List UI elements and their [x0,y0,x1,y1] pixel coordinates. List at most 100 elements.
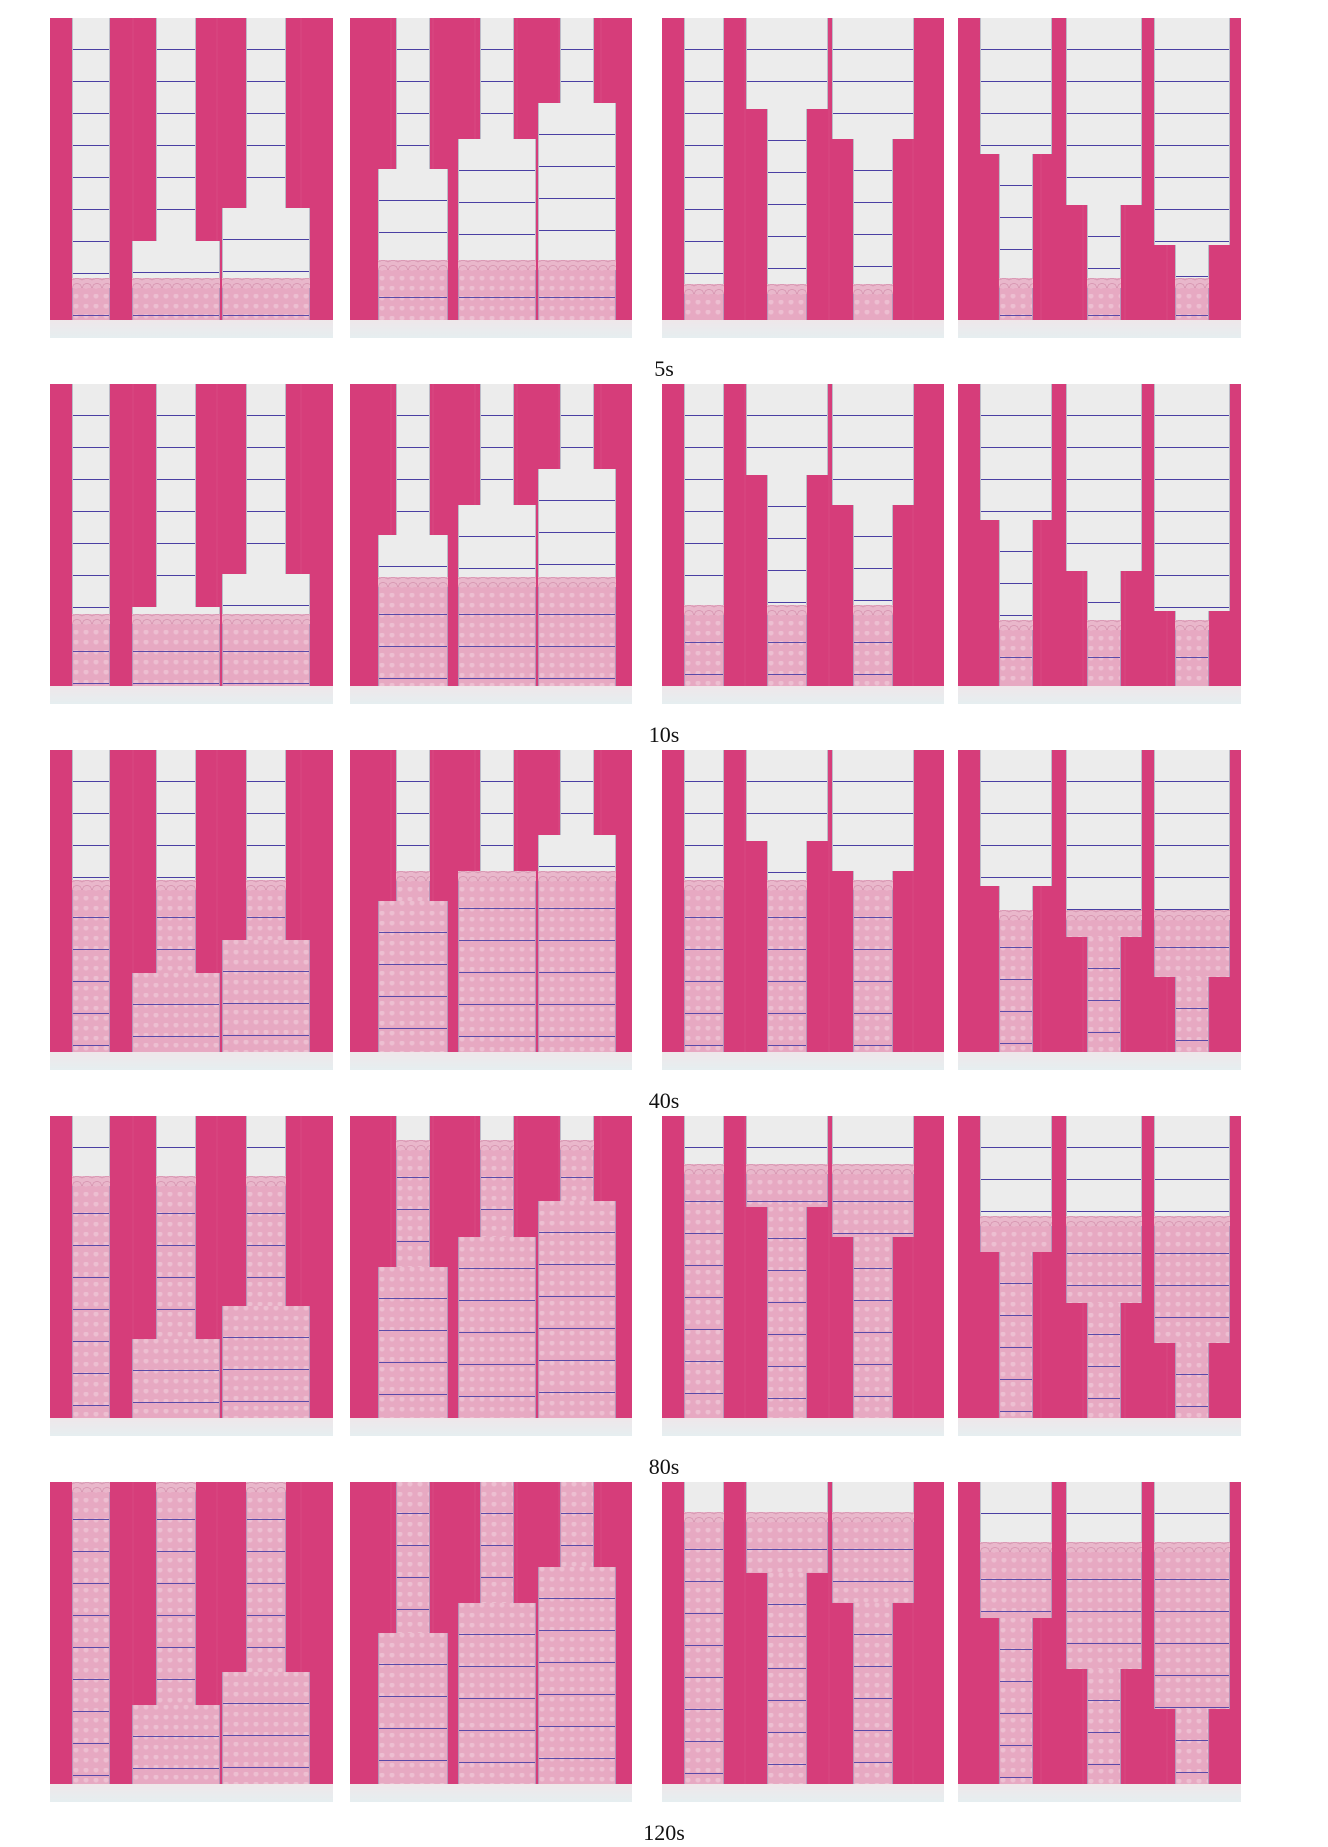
wetting-front [222,614,310,624]
wetting-front [538,577,616,587]
paper-strip-section [396,750,430,877]
wetting-front [246,1176,286,1186]
bench-surface [662,1784,944,1802]
wicking-photo-panel [958,18,1241,338]
paper-strip-section [396,384,430,535]
wetting-front [1154,1542,1230,1552]
paper-strip-section [1066,1116,1142,1222]
paper-strip-section [480,750,514,871]
wicking-photo-panel [662,384,944,704]
paper-strip-section [684,384,724,611]
wicking-photo-panel [958,384,1241,704]
wetted-paper-section [132,620,220,692]
paper-strip-section [832,750,914,871]
wetted-paper-section [156,1488,196,1705]
paper-strip-section [1154,18,1230,245]
paper-strip-section [538,103,616,266]
paper-strip-section [246,1116,286,1182]
wetting-front [72,1176,110,1186]
bench-surface [662,320,944,338]
wetted-paper-section [1066,916,1142,937]
bench-surface [958,1052,1241,1070]
wetted-paper-section [156,1182,196,1339]
wetted-paper-section [853,1237,893,1424]
wetted-paper-section [560,1482,594,1567]
wetted-paper-section [222,940,310,1058]
bench-surface [958,1418,1241,1436]
wetting-front [684,1164,724,1174]
wicking-photo-panel [50,1482,333,1802]
bench-surface [662,686,944,704]
wetted-paper-section [684,886,724,1058]
time-label: 80s [648,1454,680,1479]
wetted-paper-section [684,1170,724,1424]
wetted-paper-section [132,284,220,326]
wetted-paper-section [378,583,448,692]
wetting-front [746,1164,828,1174]
wetted-paper-section [999,916,1033,1058]
wetting-front [222,278,310,288]
bench-surface [50,320,333,338]
paper-strip-section [853,139,893,290]
paper-strip-section [378,535,448,583]
wetting-front [1066,1216,1142,1226]
paper-strip-section [832,384,914,505]
wicking-photo-panel [50,18,333,338]
wetting-front [538,871,616,881]
wetted-paper-section [1175,1709,1209,1790]
wetting-front [684,1512,724,1522]
paper-strip-section [1087,205,1121,284]
paper-strip-section [980,1482,1052,1548]
wetted-paper-section [378,901,448,1058]
wetted-paper-section [1154,1222,1230,1343]
wetting-front [156,1482,196,1492]
wetted-paper-section [538,1201,616,1424]
wetting-front [480,1140,514,1150]
bench-surface [662,1418,944,1436]
wetted-paper-section [480,1146,514,1237]
paper-strip-section [480,18,514,139]
wetted-paper-section [1087,1669,1121,1790]
wetting-front [1175,620,1209,630]
wetted-paper-section [1154,916,1230,977]
paper-strip-section [684,18,724,290]
wetting-front [378,577,448,587]
paper-strip-section [746,384,828,475]
paper-strip-section [853,505,893,611]
paper-strip-section [538,835,616,877]
bench-surface [958,1784,1241,1802]
paper-strip-section [767,475,807,611]
paper-strip-section [684,750,724,886]
paper-strip-section [246,384,286,574]
wetting-front [538,260,616,270]
wetted-paper-section [72,284,110,326]
time-label: 10s [648,722,680,747]
bench-surface [50,1784,333,1802]
wicking-photo-panel [958,1116,1241,1436]
paper-strip-section [746,18,828,109]
wetted-paper-section [132,1705,220,1790]
wetting-front [767,605,807,615]
wetted-paper-section [767,1573,807,1790]
paper-strip-section [684,1116,724,1170]
wetted-paper-section [458,1603,536,1790]
wetted-paper-section [767,886,807,1058]
time-label: 5s [654,356,674,381]
wicking-photo-panel [350,384,632,704]
wetting-front [458,871,536,881]
bench-surface [958,686,1241,704]
wetting-front [396,1140,430,1150]
wetted-paper-section [684,611,724,692]
bench-surface [350,1052,632,1070]
wetting-front [767,880,807,890]
paper-strip-section [1154,384,1230,611]
wetting-front [156,1176,196,1186]
paper-strip-section [1066,384,1142,571]
wetted-paper-section [246,886,286,940]
wetted-paper-section [396,877,430,901]
wetted-paper-section [538,1567,616,1790]
wetted-paper-section [132,1339,220,1424]
wetted-paper-section [1154,1548,1230,1709]
paper-strip-section [560,750,594,835]
bench-surface [50,1052,333,1070]
